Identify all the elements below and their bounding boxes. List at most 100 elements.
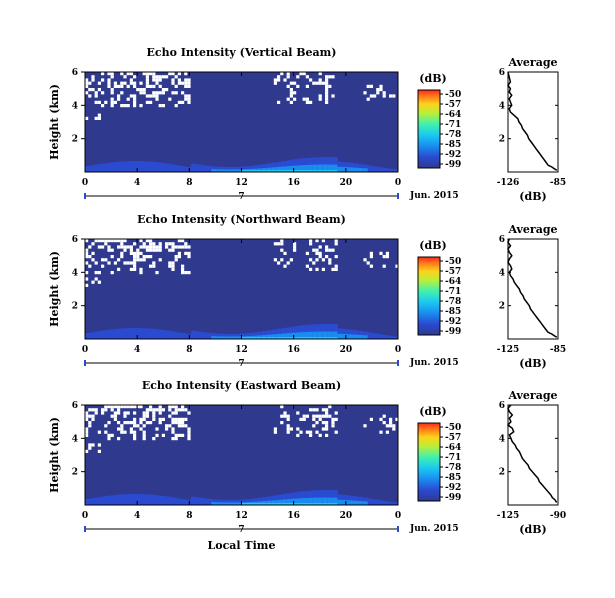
cloud-cell <box>177 239 181 243</box>
colorbar-tick-label: -71 <box>445 287 461 297</box>
cloud-cell <box>117 84 121 88</box>
cloud-cell <box>280 72 284 76</box>
cloud-cell <box>104 408 108 412</box>
profile-frame <box>507 71 559 173</box>
cloud-cell <box>325 75 329 79</box>
cloud-cell <box>315 239 319 243</box>
cloud-cell <box>133 251 137 255</box>
colorbar-tick-label: -78 <box>445 463 461 473</box>
echo-cell <box>392 169 399 172</box>
colorbar-tick-label: -92 <box>445 150 461 160</box>
cloud-cell <box>133 104 137 108</box>
cloud-cell <box>168 248 172 252</box>
cloud-cell <box>120 424 124 428</box>
echo-cell <box>281 333 288 339</box>
cloud-cell <box>120 430 124 434</box>
cloud-speckles <box>85 405 399 453</box>
echo-cell <box>221 166 227 172</box>
cloud-cell <box>152 414 156 418</box>
cloud-cell <box>155 245 159 249</box>
cloud-cell <box>152 417 156 421</box>
cloud-cell <box>152 91 156 95</box>
cloud-cell <box>133 424 137 428</box>
echo-cell <box>297 503 303 505</box>
echo-cell <box>322 503 328 505</box>
echo-cell <box>307 324 313 339</box>
cloud-cell <box>369 251 373 255</box>
cloud-cell <box>126 72 130 76</box>
cloud-cell <box>152 84 156 88</box>
cloud-cell <box>158 417 162 421</box>
cloud-cell <box>174 84 178 88</box>
cloud-cell <box>129 421 133 425</box>
cloud-cell <box>85 430 89 434</box>
cloud-cell <box>363 258 367 262</box>
cloud-cell <box>123 405 127 409</box>
profile-x-tick-label: -90 <box>550 511 566 521</box>
cloud-cell <box>145 81 149 85</box>
echo-cell <box>317 337 323 339</box>
panel-0: Echo Intensity (Vertical Beam) 0 4 8 12 16 20 0… <box>48 46 566 203</box>
cloud-cell <box>293 97 297 101</box>
echo-cell <box>130 161 136 172</box>
cloud-cell <box>107 421 111 425</box>
cloud-cell <box>187 433 191 437</box>
cloud-cell <box>126 261 130 265</box>
cloud-cell <box>187 100 191 104</box>
cloud-cell <box>110 88 114 92</box>
cloud-cell <box>315 408 319 412</box>
cloud-cell <box>395 264 399 268</box>
cloud-cell <box>117 267 121 271</box>
cloud-cell <box>97 116 101 120</box>
cloud-cell <box>88 264 92 268</box>
cloud-cell <box>385 430 389 434</box>
cloud-cell <box>139 81 143 85</box>
echo-cell <box>291 170 298 172</box>
echo-cell <box>302 337 308 339</box>
cloud-cell <box>312 417 316 421</box>
y-tick-label: 4 <box>72 101 78 111</box>
cloud-cell <box>101 104 105 108</box>
cloud-cell <box>328 405 332 409</box>
echo-cell <box>367 332 374 339</box>
echo-cell <box>145 328 152 339</box>
cloud-cell <box>139 91 143 95</box>
echo-cell <box>362 335 369 339</box>
echo-cell <box>362 168 369 172</box>
cloud-cell <box>184 424 188 428</box>
y-tick-label: 6 <box>72 401 78 411</box>
cloud-cell <box>286 414 290 418</box>
cloud-cell <box>392 427 396 431</box>
cloud-cell <box>142 242 146 246</box>
cloud-cell <box>149 84 153 88</box>
cloud-cell <box>107 248 111 252</box>
cloud-cell <box>94 261 98 265</box>
echo-cell <box>120 494 126 505</box>
echo-cell <box>236 502 242 505</box>
cloud-cell <box>177 251 181 255</box>
profile-x-tick-label: -125 <box>497 511 520 521</box>
cloud-cell <box>328 84 332 88</box>
surface-echo-band <box>85 490 399 505</box>
echo-cell <box>120 328 126 339</box>
cloud-cell <box>101 264 105 268</box>
cloud-cell <box>382 414 386 418</box>
echo-cell <box>246 170 253 172</box>
cloud-cell <box>85 427 89 431</box>
cloud-cell <box>321 258 325 262</box>
cloud-cell <box>379 417 383 421</box>
cloud-cell <box>174 411 178 415</box>
echo-cell <box>221 169 227 172</box>
echo-cell <box>286 503 293 505</box>
cloud-cell <box>149 248 153 252</box>
cloud-cell <box>107 433 111 437</box>
echo-cell <box>145 494 152 505</box>
cloud-cell <box>325 84 329 88</box>
x-tick-label: 0 <box>395 178 401 188</box>
colorbar-tick-label: -71 <box>445 120 461 130</box>
echo-cell <box>266 337 273 339</box>
echo-cell <box>261 503 268 505</box>
cloud-cell <box>129 248 133 252</box>
echo-cell <box>125 328 131 339</box>
cloud-cell <box>139 245 143 249</box>
